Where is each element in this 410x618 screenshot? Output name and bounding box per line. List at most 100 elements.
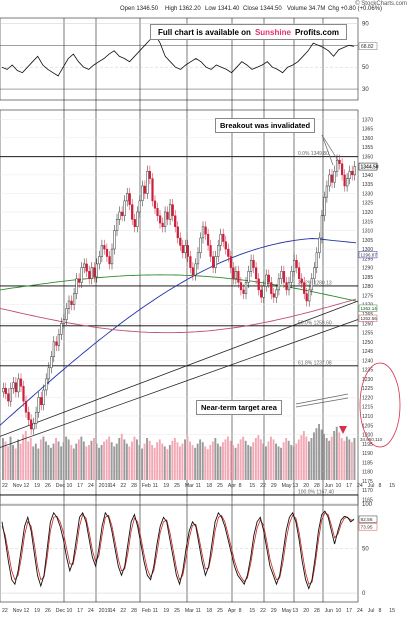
volume-bar — [108, 436, 111, 480]
price-tick-label: 1195 — [362, 442, 373, 448]
volume-bar — [249, 446, 252, 480]
candle-body — [85, 263, 88, 272]
volume-value-label: 34,850,110 — [360, 437, 383, 442]
candle-body — [275, 289, 278, 298]
volume-bar — [34, 443, 37, 480]
panel-frame-sto — [0, 494, 359, 603]
volume-bar — [153, 447, 156, 480]
x-tick-label-bottom: 17 — [77, 608, 83, 614]
x-tick-label-bottom: 22 — [260, 608, 266, 614]
volume-bar — [229, 440, 232, 480]
volume-bar — [275, 443, 277, 480]
candle-body — [209, 245, 212, 257]
x-tick-label-top: 28 — [131, 483, 137, 489]
volume-bar — [4, 441, 7, 480]
candle-body — [262, 285, 265, 298]
x-tick-label-bottom: Jul — [368, 608, 375, 614]
volume-bar — [310, 438, 313, 480]
candle-body — [153, 200, 157, 209]
x-tick-label-top: 12 — [24, 483, 30, 489]
candle-body — [57, 334, 61, 346]
x-tick-label-top: Apr — [228, 483, 236, 489]
volume-bar — [27, 441, 30, 480]
candle-body — [50, 356, 53, 368]
banner-brand: Sunshine — [254, 27, 291, 37]
volume-bar — [14, 448, 17, 480]
candle-body — [308, 289, 311, 302]
candle-body — [17, 378, 20, 393]
candle-body — [285, 282, 288, 291]
volume-bar — [98, 447, 100, 480]
x-tick-label-top: 28 — [314, 483, 320, 489]
price-tick-label: 1240 — [362, 358, 373, 364]
panel-frame-price — [0, 109, 359, 506]
volume-bar — [254, 438, 257, 480]
candle-body — [120, 211, 124, 216]
volume-bar — [166, 449, 169, 480]
volume-bar — [32, 446, 35, 480]
candle-body — [204, 226, 207, 235]
volume-bar — [113, 446, 116, 480]
volume-bar — [133, 436, 136, 480]
candle-body — [77, 278, 81, 283]
volume-bar — [60, 446, 63, 480]
volume-bar — [305, 436, 308, 480]
x-tick-label-top: 13 — [292, 483, 298, 489]
volume-bar — [247, 445, 250, 480]
volume-bar — [163, 446, 166, 480]
volume-bar — [115, 443, 118, 480]
candle-body — [282, 271, 286, 283]
candle-body — [163, 211, 167, 228]
volume-bar — [222, 442, 224, 480]
candle-body — [7, 393, 10, 402]
volume-bar — [136, 439, 138, 480]
volume-bar — [95, 443, 98, 480]
x-tick-label-bottom: 28 — [131, 608, 137, 614]
volume-bar — [242, 436, 245, 480]
volume-bar — [179, 446, 181, 480]
candle-body — [72, 293, 76, 305]
candle-body — [310, 278, 313, 291]
price-tick-label: 1310 — [362, 229, 373, 235]
candle-body — [136, 211, 139, 228]
volume-bar — [184, 439, 186, 480]
volume-bar — [265, 446, 267, 480]
volume-bar — [252, 442, 255, 480]
volume-bar — [204, 446, 207, 480]
price-tick-label: 1225 — [362, 386, 373, 392]
volume-bar — [194, 447, 197, 480]
price-tick-label: 1325 — [362, 201, 373, 207]
x-tick-label-top: Jun — [325, 483, 333, 489]
candle-body — [325, 185, 329, 198]
volume-bar — [189, 441, 191, 480]
volume-bar — [9, 436, 12, 480]
candle-body — [161, 222, 164, 228]
volume-bar — [325, 438, 328, 480]
x-tick-label-top: Feb — [142, 483, 151, 489]
x-tick-label-top: 20 — [303, 483, 309, 489]
volume-bar — [123, 439, 126, 480]
volume-bar — [7, 446, 9, 480]
price-tick-label: 1295 — [362, 256, 373, 262]
volume-bar — [77, 439, 80, 480]
volume-bar — [323, 433, 325, 480]
volume-bar — [272, 439, 275, 480]
candle-body — [292, 259, 296, 272]
candle-body — [323, 196, 326, 216]
candle-body — [174, 215, 177, 228]
candle-body — [70, 300, 73, 305]
sto-value-label: 82.56 — [361, 517, 373, 523]
x-tick-label-bottom: 17 — [346, 608, 352, 614]
price-tick-label: 1305 — [362, 238, 373, 244]
candle-body — [346, 178, 349, 187]
candle-body — [133, 219, 136, 228]
x-tick-label-bottom: 18 — [206, 608, 212, 614]
volume-bar — [176, 442, 179, 480]
price-tick-label: 1185 — [362, 460, 373, 466]
price-tick-label: 1285 — [362, 275, 373, 281]
volume-bar — [206, 449, 209, 480]
candle-body — [126, 193, 129, 202]
price-tick-label: 1215 — [362, 405, 373, 411]
promo-banner[interactable]: Full chart is available on Sunshine Prof… — [150, 24, 347, 40]
